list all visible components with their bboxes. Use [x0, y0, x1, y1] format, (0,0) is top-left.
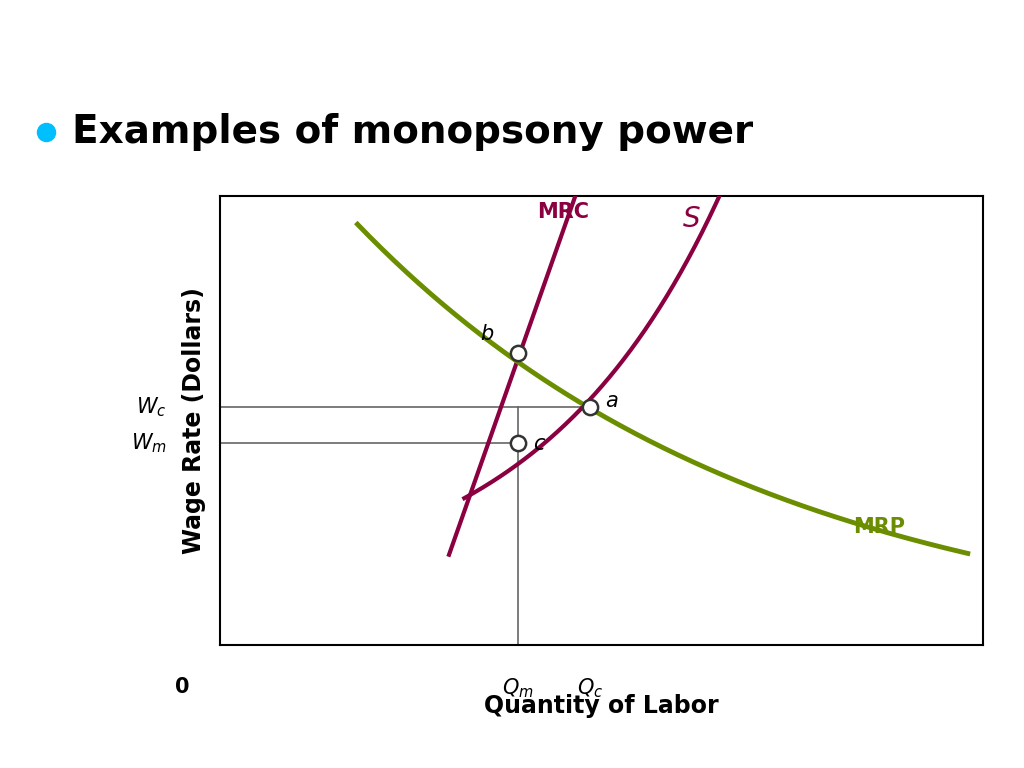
Text: 0: 0 — [175, 677, 189, 697]
Text: $W_m$: $W_m$ — [131, 431, 167, 455]
Text: Monopsony Model: Monopsony Model — [270, 22, 754, 67]
Text: MRP: MRP — [853, 517, 905, 537]
Text: MRC: MRC — [537, 202, 589, 222]
Text: $a$: $a$ — [605, 391, 618, 411]
Text: $S$: $S$ — [682, 205, 700, 233]
Text: LO3: LO3 — [26, 735, 77, 759]
Text: $Q_c$: $Q_c$ — [577, 677, 603, 700]
Text: $W_c$: $W_c$ — [136, 396, 167, 419]
Text: Examples of monopsony power: Examples of monopsony power — [72, 114, 753, 151]
Text: $b$: $b$ — [479, 323, 494, 343]
X-axis label: Quantity of Labor: Quantity of Labor — [484, 694, 719, 718]
Y-axis label: Wage Rate (Dollars): Wage Rate (Dollars) — [182, 287, 206, 554]
Text: $c$: $c$ — [532, 434, 546, 454]
Text: 13-9: 13-9 — [939, 735, 998, 759]
Text: $Q_m$: $Q_m$ — [502, 677, 534, 700]
